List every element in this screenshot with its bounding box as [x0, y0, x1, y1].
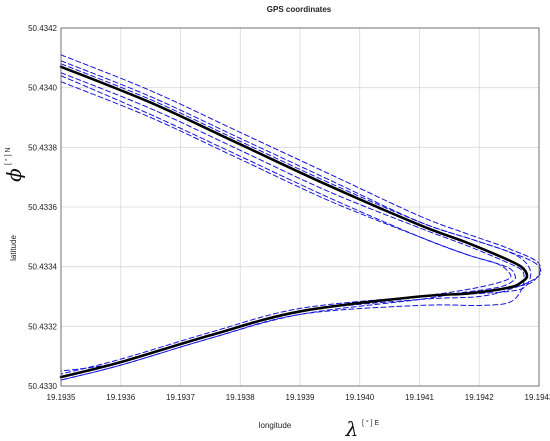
x-axis-symbol: λ [345, 417, 359, 441]
x-tick-label: 19.1943 [525, 393, 550, 402]
y-tick-label: 50.4340 [28, 84, 57, 93]
y-tick-label: 50.4330 [28, 382, 57, 391]
x-tick-label: 19.1935 [47, 393, 76, 402]
measured-trajectory-line [60, 54, 541, 375]
x-tick-labels: 19.1935 19.1936 19.1937 19.1938 19.1939 19.19… [47, 393, 550, 402]
measured-trajectory-line [60, 72, 525, 381]
x-tick-label: 19.1936 [106, 393, 135, 402]
x-tick-label: 19.1939 [286, 393, 315, 402]
y-tick-label: 50.4342 [28, 24, 57, 33]
chart-title: GPS coordinates [267, 5, 332, 14]
measured-trajectory-line [60, 60, 532, 372]
series-layer [59, 54, 542, 381]
y-tick-label: 50.4334 [28, 263, 57, 272]
y-tick-label: 50.4332 [28, 322, 57, 331]
x-tick-label: 19.1938 [226, 393, 255, 402]
x-tick-label: 19.1940 [345, 393, 374, 402]
x-tick-label: 19.1942 [465, 393, 494, 402]
y-axis-symbol: ϕ [2, 168, 26, 182]
x-tick-label: 19.1941 [405, 393, 434, 402]
y-tick-labels: 50.4330 50.4332 50.4334 50.4336 50.4338 50.43… [28, 24, 57, 391]
y-axis-label: latitude [9, 235, 18, 261]
y-axis-unit: [ ° ] N [4, 147, 12, 165]
x-tick-label: 19.1937 [166, 393, 195, 402]
reference-trajectory-line [59, 65, 529, 379]
x-axis-unit: [ ° ] E [362, 419, 380, 427]
y-tick-label: 50.4338 [28, 143, 57, 152]
y-tick-label: 50.4336 [28, 203, 57, 212]
x-axis-label: longitude [259, 421, 292, 430]
plot-frame [60, 27, 540, 387]
